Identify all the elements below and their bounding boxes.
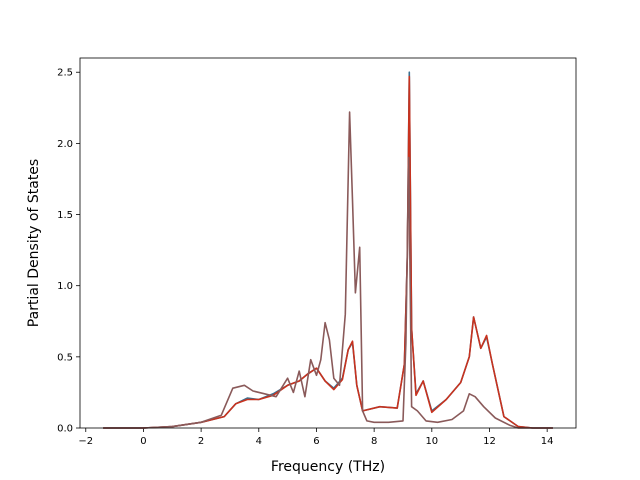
y-tick-label: 0.0 (57, 424, 73, 435)
y-tick-label: 1.5 (57, 210, 73, 221)
x-tick-label: 14 (541, 436, 554, 447)
y-tick-label: 1.0 (57, 281, 73, 292)
x-tick-label: 6 (313, 436, 319, 447)
series-layer (103, 71, 553, 429)
y-tick-label: 2.5 (57, 68, 73, 79)
x-tick-label: 0 (140, 436, 146, 447)
series-line-1 (103, 71, 553, 429)
x-tick-label: 8 (371, 436, 377, 447)
x-axis-ticks: −2 0 2 4 6 8 10 12 14 (78, 428, 554, 447)
plot-frame (79, 57, 577, 429)
x-tick-label: 4 (256, 436, 262, 447)
x-axis-label: Frequency (THz) (271, 459, 385, 475)
y-axis-label: Partial Density of States (26, 159, 42, 327)
series-line-2 (103, 75, 553, 429)
y-tick-label: 0.5 (57, 352, 73, 363)
x-tick-label: −2 (78, 436, 93, 447)
series-line-3 (103, 111, 553, 429)
y-axis-ticks: 0.0 0.5 1.0 1.5 2.0 2.5 (57, 68, 80, 435)
x-tick-label: 12 (483, 436, 496, 447)
x-tick-label: 10 (425, 436, 438, 447)
x-tick-label: 2 (198, 436, 204, 447)
y-tick-label: 2.0 (57, 139, 73, 150)
